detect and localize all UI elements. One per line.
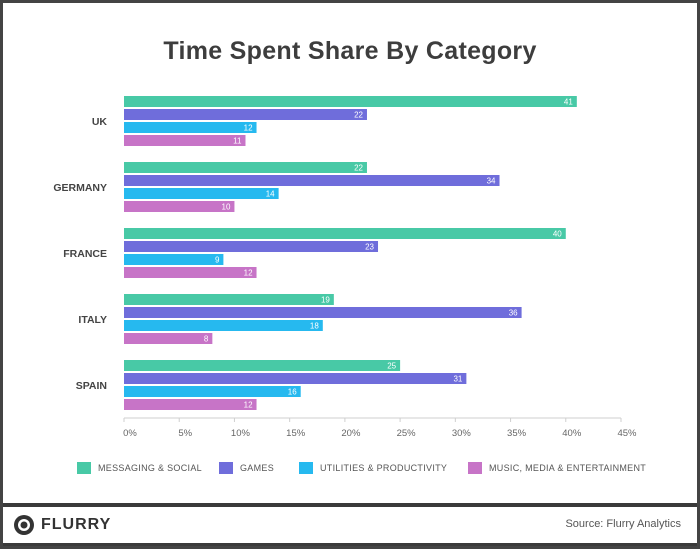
x-tick-label: 25% [397,428,417,439]
bar-value-label: 11 [233,137,242,146]
chart-legend: MESSAGING & SOCIAL GAMES UTILITIES & PRODU… [3,462,697,480]
bar-spain-0 [124,360,401,371]
bar-italy-0 [124,294,334,305]
bar-chart: 41221211UK22341410GERMANY4023912FRANCE19… [53,96,637,439]
flurry-logo-icon [14,515,34,535]
x-tick-label: 40% [562,428,582,439]
bar-value-label: 10 [222,203,231,212]
bar-france-2 [124,254,224,265]
category-label: UK [92,116,108,128]
bar-value-label: 9 [215,256,220,265]
chart-title: Time Spent Share By Category [163,37,537,65]
bar-france-0 [124,228,566,239]
bar-value-label: 31 [453,375,462,384]
bar-value-label: 40 [553,230,562,239]
category-label: ITALY [78,314,107,326]
legend-label: UTILITIES & PRODUCTIVITY [320,463,448,473]
bar-value-label: 16 [288,388,297,397]
bar-value-label: 12 [244,124,253,133]
bar-italy-2 [124,320,323,331]
legend-item: GAMES [219,462,274,474]
legend-item: MESSAGING & SOCIAL [77,462,202,474]
category-label: SPAIN [76,380,107,392]
legend-swatch [77,462,91,474]
x-tick-label: 20% [341,428,361,439]
bar-spain-2 [124,386,301,397]
bar-spain-1 [124,373,467,384]
bar-value-label: 18 [310,322,319,331]
bar-value-label: 12 [244,401,253,410]
bar-value-label: 8 [204,335,209,344]
legend-label: GAMES [240,463,275,473]
x-tick-label: 45% [617,428,637,439]
category-label: GERMANY [53,182,107,194]
legend-label: MESSAGING & SOCIAL [98,463,202,473]
x-tick-label: 5% [178,428,192,439]
bar-germany-2 [124,188,279,199]
bar-uk-0 [124,96,577,107]
flurry-logo: FLURRY [13,514,111,536]
x-tick-label: 35% [507,428,527,439]
footer: FLURRY Source: Flurry Analytics [3,507,697,543]
legend-item: UTILITIES & PRODUCTIVITY [299,462,447,474]
bar-spain-3 [124,399,257,410]
legend-item: MUSIC, MEDIA & ENTERTAINMENT [468,462,646,474]
logo-text: FLURRY [41,516,112,533]
bar-value-label: 19 [321,296,330,305]
bar-italy-1 [124,307,522,318]
legend-swatch [468,462,482,474]
bar-value-label: 12 [244,269,253,278]
bar-value-label: 14 [266,190,275,199]
bar-value-label: 25 [387,362,396,371]
bar-uk-1 [124,109,367,120]
x-tick-label: 15% [286,428,306,439]
bar-value-label: 41 [564,98,573,107]
bar-france-3 [124,267,257,278]
chart-card: Time Spent Share By Category 41 22 12 11 UK 2… [3,3,697,503]
legend-label: MUSIC, MEDIA & ENTERTAINMENT [489,463,647,473]
bar-uk-3 [124,135,246,146]
x-tick-label: 10% [231,428,251,439]
bar-value-label: 23 [365,243,374,252]
x-tick-label: 30% [452,428,472,439]
legend-swatch [219,462,233,474]
bar-france-1 [124,241,379,252]
bar-uk-2 [124,122,257,133]
source-note: Source: Flurry Analytics [565,518,681,530]
x-tick-label: 0% [123,428,137,439]
legend-swatch [299,462,313,474]
bar-germany-0 [124,162,367,173]
bar-value-label: 34 [487,177,496,186]
bar-italy-3 [124,333,213,344]
bar-germany-3 [124,201,235,212]
category-label: FRANCE [63,248,107,260]
bar-value-label: 22 [354,111,363,120]
bar-value-label: 22 [354,164,363,173]
bar-value-label: 36 [509,309,518,318]
bar-germany-1 [124,175,500,186]
